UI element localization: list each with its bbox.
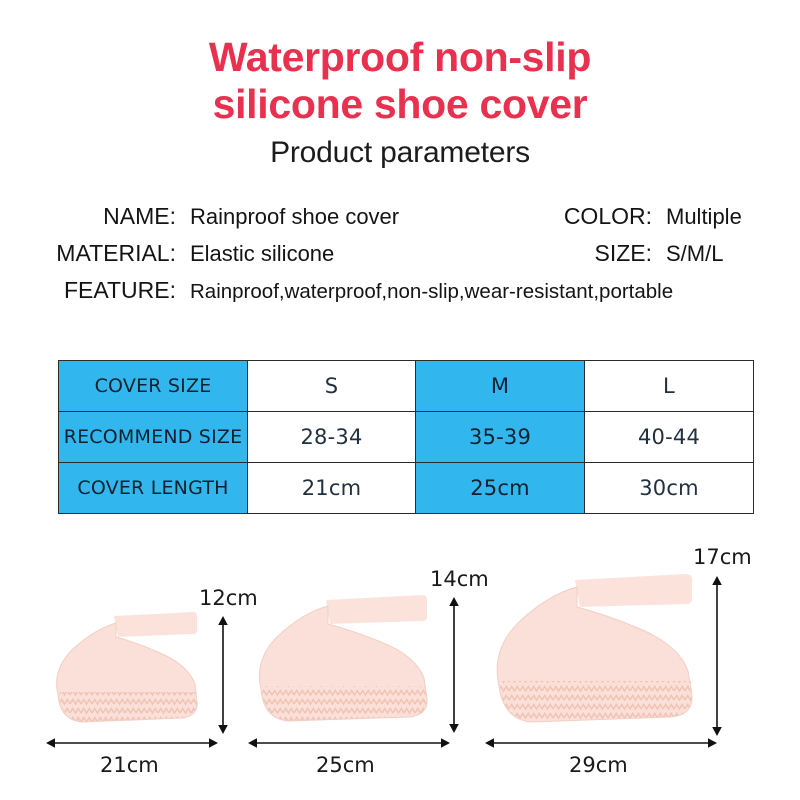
param-label-material: MATERIAL: [56,240,176,266]
dim-label-height-medium: 14cm [430,567,489,591]
shoe-cuff-large [575,574,692,607]
table-cell-length-m: 25cm [415,462,585,514]
dim-label-width-medium: 25cm [316,753,375,777]
param-label-name: NAME: [103,203,176,229]
table-row: COVER LENGTH 21cm 25cm 30cm [58,462,754,514]
height-arrow-large [712,576,722,736]
dim-label-height-small: 12cm [199,586,258,610]
dim-label-height-large: 17cm [693,545,752,569]
param-label-feature: FEATURE: [63,277,176,303]
table-rowheader-cover-size: COVER SIZE [58,360,248,412]
param-row-name: NAME: Rainproof shoe cover COLOR: Multip… [0,203,800,240]
table-cell-length-l: 30cm [584,462,754,514]
width-arrow-small [46,738,218,748]
shoe-illustration-medium [258,595,428,722]
table-row: COVER SIZE S M L [58,360,754,412]
shoe-sole-texture-large [500,681,693,722]
param-value-size: S/M/L [666,241,724,266]
param-label-color: COLOR: [563,203,652,229]
width-arrow-large [485,738,717,748]
table-rowheader-cover-length: COVER LENGTH [58,462,248,514]
table-rowheader-recommend-size: RECOMMEND SIZE [58,411,248,463]
height-arrow-small [218,616,228,734]
table-cell-recommend-s: 28-34 [247,411,416,463]
dim-label-width-large: 29cm [569,753,628,777]
table-cell-size-l: L [584,360,754,412]
table-cell-size-m: M [415,360,585,412]
dim-label-width-small: 21cm [100,753,159,777]
shoe-cuff-medium [326,595,427,624]
shoe-outline-medium [258,605,428,722]
product-title-line-2: silicone shoe cover [212,81,588,127]
figure-small: 12cm 21cm [46,586,258,777]
shoe-sole-texture-medium [262,686,428,721]
size-chart-table: COVER SIZE S M L RECOMMEND SIZE 28-34 35… [58,360,754,514]
shoe-sole-texture-small [59,692,198,722]
figure-medium: 14cm 25cm [248,567,489,777]
shoe-illustration-small [56,612,198,723]
table-cell-size-s: S [247,360,416,412]
shoe-cuff-small [114,612,197,637]
shoe-size-figures: 12cm 21cm 14cm [0,540,800,790]
product-title-line-1: Waterproof non-slip [208,34,592,80]
param-row-material: MATERIAL: Elastic silicone SIZE: S/M/L [0,240,800,277]
table-cell-length-s: 21cm [247,462,416,514]
param-value-material: Elastic silicone [190,241,335,266]
shoe-outline-small [56,622,198,723]
shoe-illustration-large [496,574,693,723]
table-cell-recommend-l: 40-44 [584,411,754,463]
section-subtitle: Product parameters [270,136,530,169]
param-label-size: SIZE: [594,240,652,266]
shoe-outline-large [496,586,693,723]
param-value-feature: Rainproof,waterproof,non-slip,wear-resis… [190,280,674,303]
param-value-name: Rainproof shoe cover [190,204,400,229]
figure-large: 17cm 29cm [485,545,752,777]
param-value-color: Multiple [666,204,742,229]
product-parameters: NAME: Rainproof shoe cover COLOR: Multip… [0,203,800,314]
table-cell-recommend-m: 35-39 [415,411,585,463]
table-row: RECOMMEND SIZE 28-34 35-39 40-44 [58,411,754,463]
title-block: Waterproof non-slip silicone shoe cover … [0,34,800,170]
height-arrow-medium [449,597,459,733]
width-arrow-medium [248,738,450,748]
param-row-feature: FEATURE: Rainproof,waterproof,non-slip,w… [0,277,800,314]
